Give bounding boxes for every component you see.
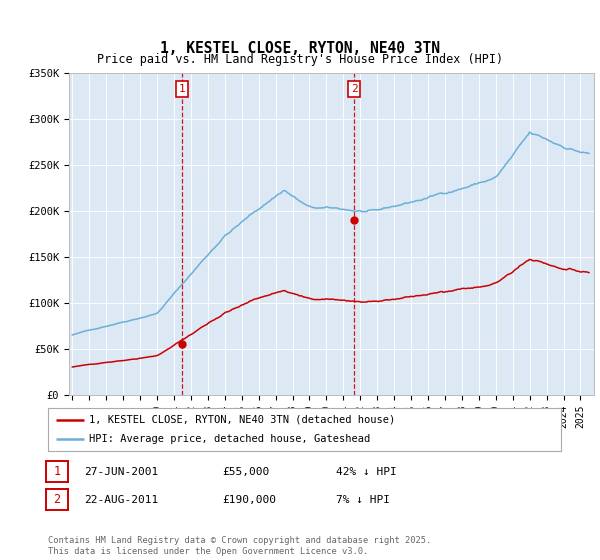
Text: 1, KESTEL CLOSE, RYTON, NE40 3TN: 1, KESTEL CLOSE, RYTON, NE40 3TN <box>160 41 440 56</box>
Text: Contains HM Land Registry data © Crown copyright and database right 2025.
This d: Contains HM Land Registry data © Crown c… <box>48 536 431 556</box>
Text: £190,000: £190,000 <box>222 494 276 505</box>
Text: 2: 2 <box>351 84 358 94</box>
Text: 22-AUG-2011: 22-AUG-2011 <box>84 494 158 505</box>
Text: 1: 1 <box>179 84 185 94</box>
Text: Price paid vs. HM Land Registry's House Price Index (HPI): Price paid vs. HM Land Registry's House … <box>97 53 503 66</box>
Text: 42% ↓ HPI: 42% ↓ HPI <box>336 466 397 477</box>
Text: 2: 2 <box>53 493 61 506</box>
Text: HPI: Average price, detached house, Gateshead: HPI: Average price, detached house, Gate… <box>89 435 370 444</box>
Text: 1: 1 <box>53 465 61 478</box>
Text: 1, KESTEL CLOSE, RYTON, NE40 3TN (detached house): 1, KESTEL CLOSE, RYTON, NE40 3TN (detach… <box>89 415 395 424</box>
Text: £55,000: £55,000 <box>222 466 269 477</box>
Text: 27-JUN-2001: 27-JUN-2001 <box>84 466 158 477</box>
Text: 7% ↓ HPI: 7% ↓ HPI <box>336 494 390 505</box>
